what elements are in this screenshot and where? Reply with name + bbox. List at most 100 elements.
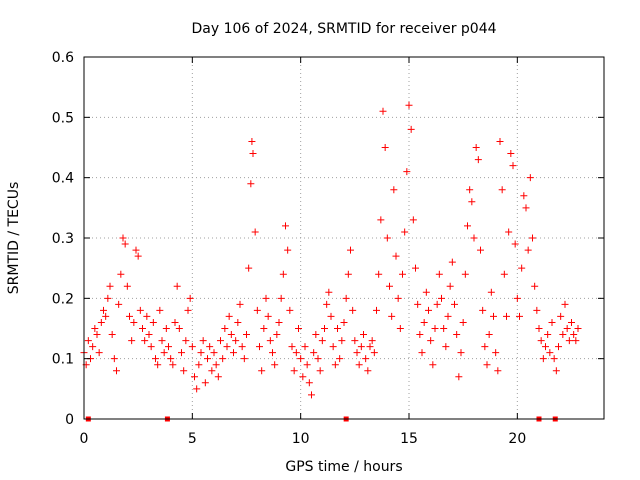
data-point [373,306,380,314]
data-point [167,355,175,363]
data-point [377,216,385,224]
data-point [126,312,133,320]
data-point [275,318,283,326]
data-point [139,325,146,332]
x-tick-label: 15 [400,431,418,447]
data-point [97,318,105,326]
data-point [195,361,203,369]
data-point [236,300,244,308]
data-point [329,343,337,351]
data-point [162,325,170,332]
data-point [95,349,103,357]
x-tick-label: 10 [292,431,310,447]
data-point [84,337,92,345]
data-point [401,228,409,236]
data-point [201,379,209,387]
data-point [238,343,246,351]
data-point [422,288,430,296]
data-point [248,137,256,145]
data-point [338,337,346,345]
data-point [405,101,413,109]
data-point [416,331,424,339]
data-point [349,306,357,314]
data-point [156,306,164,314]
data-point [351,337,359,345]
data-point [136,306,144,314]
data-point [204,355,211,363]
data-point [321,325,328,332]
data-point [362,355,370,363]
data-point [273,331,281,339]
data-point [260,325,268,332]
data-point [347,246,354,254]
data-point [145,331,153,339]
data-point [381,144,389,151]
data-point [271,361,279,369]
data-point [210,349,218,357]
data-point [186,294,194,302]
data-point [500,270,508,278]
data-point [431,325,439,332]
data-point [468,198,476,206]
data-point [295,325,302,332]
axis-ticks: 0 0.1 0.2 0.3 0.4 0.5 0.6 0 5 10 15 20 [52,50,604,447]
data-point [509,162,517,170]
data-point [539,355,547,363]
data-point [353,349,361,357]
data-point [230,349,237,357]
data-point [206,343,214,351]
data-point [182,337,190,345]
data-point [524,246,532,254]
x-tick-label: 20 [508,431,526,447]
data-point [165,343,172,351]
data-point [199,337,207,345]
data-point [119,234,127,242]
y-tick-label: 0.1 [52,352,74,368]
data-point [505,228,513,236]
data-point [240,355,248,363]
data-point [221,325,229,332]
x-tick-label: 5 [188,431,197,447]
data-point [386,282,393,290]
y-tick-label: 0.3 [52,231,74,247]
data-point [152,355,159,363]
data-point [444,312,452,320]
data-point [188,343,196,351]
data-point [305,379,313,387]
data-point [158,337,166,345]
data-point [342,294,350,302]
data-point [481,343,489,351]
y-tick-label: 0.6 [52,50,74,66]
data-point [323,300,331,308]
data-point [102,312,110,320]
data-point [243,331,250,339]
data-point [169,361,177,369]
data-point [561,300,569,308]
data-point [414,300,422,308]
data-point [264,312,272,320]
data-point [115,300,123,308]
data-point [214,373,222,381]
data-point [180,367,188,375]
data-point [531,282,539,290]
data-point [286,306,294,314]
data-point [440,325,448,332]
data-point [171,318,179,326]
data-point [574,325,582,332]
data-point [134,252,142,260]
data-point [394,294,402,302]
data-point [555,343,562,351]
data-point [212,361,220,369]
data-point [154,361,162,369]
data-point [570,331,578,339]
data-point [518,264,526,272]
data-point [227,331,235,339]
data-point [461,270,469,278]
y-tick-label: 0.4 [52,171,74,187]
data-point [542,343,549,351]
data-point [299,373,307,381]
data-point [479,306,487,314]
data-point [208,367,216,375]
data-point [253,306,261,314]
